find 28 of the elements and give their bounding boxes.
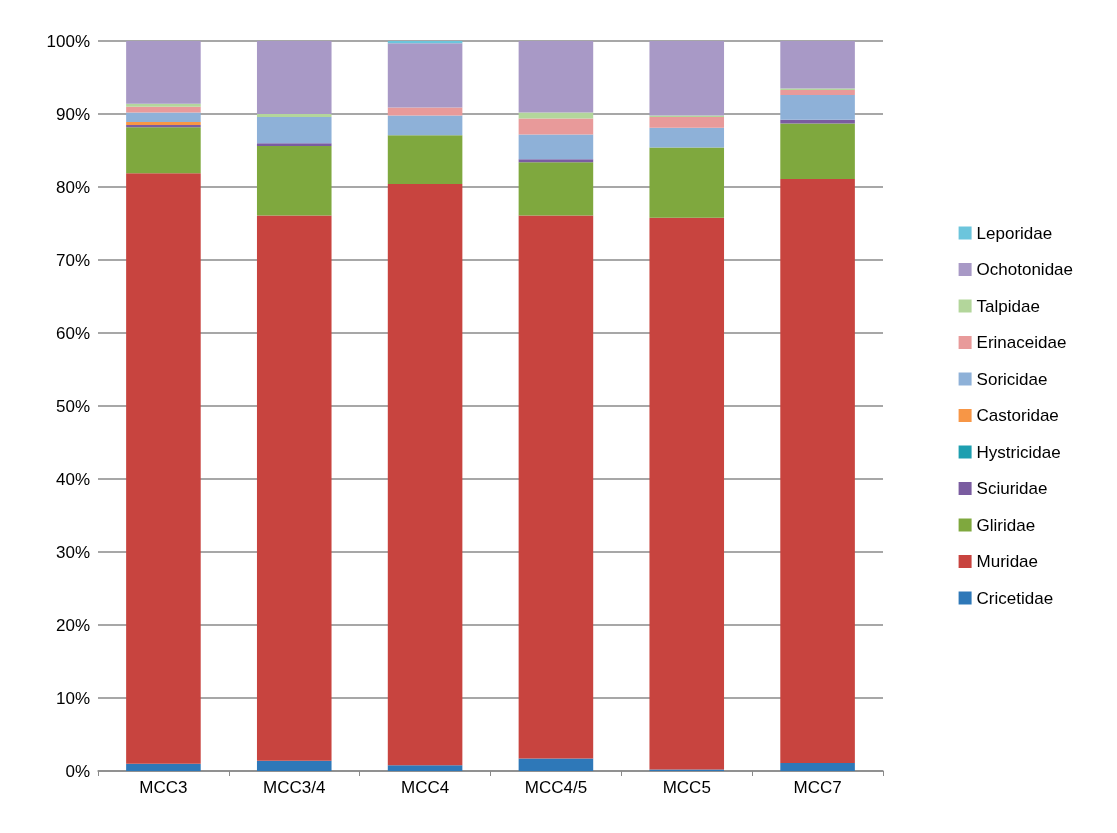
x-tick-label: MCC3/4 (263, 778, 326, 797)
legend-label: Leporidae (976, 223, 1053, 243)
legend-label: Ochotonidae (976, 260, 1073, 279)
legend-label: Gliridae (976, 515, 1036, 535)
y-tick-label: 60% (55, 323, 90, 343)
y-tick-label: 10% (55, 688, 90, 708)
y-tick-label: 90% (55, 104, 90, 124)
y-tick-label: 30% (55, 542, 90, 562)
legend-label: Soricidae (976, 369, 1048, 389)
legend-label: Muridae (976, 552, 1039, 571)
legend-label: Cricetidae (976, 588, 1054, 608)
x-tick-label: MCC5 (662, 778, 711, 797)
x-tick-label: MCC7 (793, 778, 842, 797)
legend-label: Talpidae (976, 296, 1040, 316)
x-tick-label: MCC3 (139, 778, 188, 797)
legend-label: Hystricidae (976, 442, 1061, 462)
y-tick-label: 0% (65, 761, 90, 781)
y-tick-label: 100% (46, 31, 90, 51)
y-tick-label: 80% (55, 177, 90, 197)
x-tick-label: MCC4/5 (524, 778, 588, 797)
y-tick-label: 70% (55, 250, 90, 270)
y-tick-label: 50% (55, 396, 90, 416)
legend-label: Erinaceidae (976, 333, 1067, 352)
x-tick-label: MCC4 (401, 778, 450, 797)
legend-label: Castoridae (976, 406, 1059, 425)
y-tick-label: 40% (55, 469, 90, 489)
y-tick-label: 20% (55, 615, 90, 635)
legend-label: Sciuridae (976, 479, 1048, 498)
